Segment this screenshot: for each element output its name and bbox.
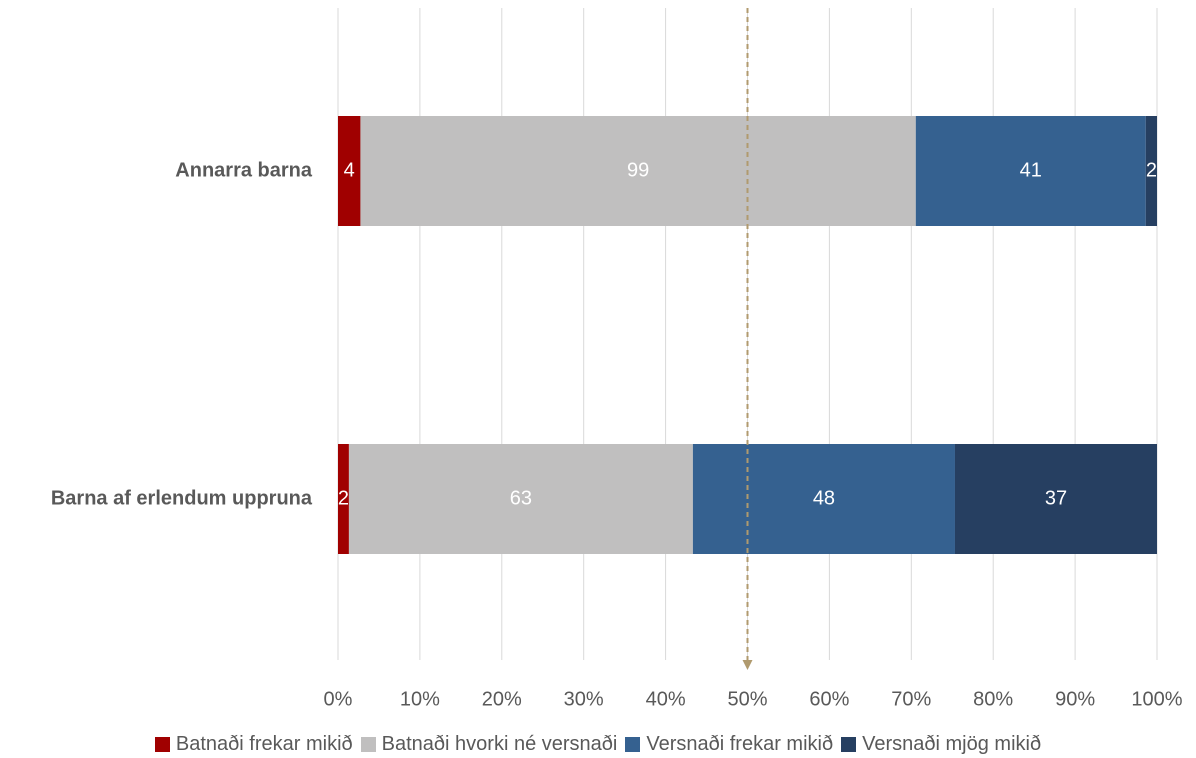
x-tick-label: 20% xyxy=(482,688,522,710)
reference-arrowhead xyxy=(742,660,753,670)
legend-item: Batnaði hvorki né versnaði xyxy=(360,733,618,756)
legend-item: Batnaði frekar mikið xyxy=(154,733,353,756)
bar-segment xyxy=(338,116,361,226)
x-tick-labels: 0% 10% 20% 30% 40% 50% 60% 70% 80% 90% 100% xyxy=(324,688,1183,710)
bar-segment xyxy=(692,444,955,554)
legend-label: Versnaði mjög mikið xyxy=(862,733,1042,755)
bar-segment xyxy=(338,444,349,554)
reference-line xyxy=(742,8,753,670)
data-label: 63 xyxy=(510,487,532,509)
data-label: 4 xyxy=(344,159,355,181)
bar-segments: 4 99 41 2 2 63 48 37 xyxy=(338,116,1157,554)
x-tick-label: 10% xyxy=(400,688,440,710)
category-label: Barna af erlendum uppruna xyxy=(51,487,313,509)
x-tick-label: 50% xyxy=(727,688,767,710)
legend: Batnaði frekar mikið Batnaði hvorki né ve… xyxy=(0,733,1196,756)
data-label: 48 xyxy=(813,487,835,509)
data-label: 99 xyxy=(627,159,649,181)
legend-item: Versnaði frekar mikið xyxy=(625,733,833,756)
legend-label: Batnaði frekar mikið xyxy=(175,733,353,755)
x-tick-label: 70% xyxy=(891,688,931,710)
bar-segment xyxy=(915,116,1146,226)
x-tick-label: 80% xyxy=(973,688,1013,710)
data-label: 37 xyxy=(1045,487,1067,509)
bar-segment xyxy=(1145,116,1157,226)
x-tick-label: 60% xyxy=(809,688,849,710)
x-tick-label: 90% xyxy=(1055,688,1095,710)
legend-swatch xyxy=(154,737,170,752)
bar-segment xyxy=(954,444,1157,554)
data-label: 41 xyxy=(1020,159,1042,181)
legend-item: Versnaði mjög mikið xyxy=(841,733,1041,756)
data-label: 2 xyxy=(338,487,349,509)
data-label: 2 xyxy=(1146,159,1157,181)
x-tick-label: 40% xyxy=(646,688,686,710)
bar-segment xyxy=(348,444,693,554)
bar-segment xyxy=(360,116,916,226)
legend-swatch xyxy=(360,737,376,752)
x-tick-label: 0% xyxy=(324,688,353,710)
legend-swatch xyxy=(841,737,857,752)
category-label: Annarra barna xyxy=(175,159,313,181)
legend-label: Versnaði frekar mikið xyxy=(646,733,834,755)
category-labels: Annarra barna Barna af erlendum uppruna xyxy=(51,159,313,509)
x-tick-label: 100% xyxy=(1131,688,1182,710)
legend-label: Batnaði hvorki né versnaði xyxy=(381,733,618,755)
x-tick-label: 30% xyxy=(564,688,604,710)
legend-swatch xyxy=(625,737,641,752)
